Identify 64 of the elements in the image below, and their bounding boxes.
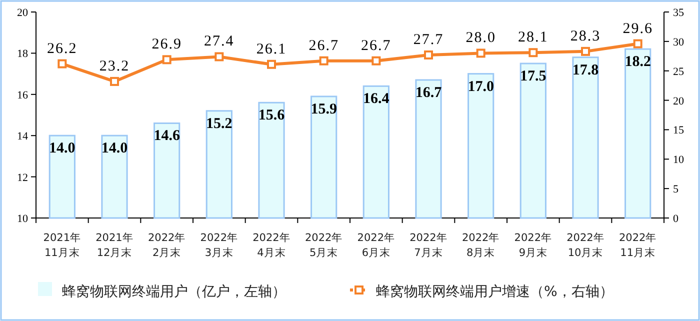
data-label: 27.7 <box>413 32 444 48</box>
data-label: 14.6 <box>154 128 180 144</box>
y-tick-label: 14 <box>17 130 28 143</box>
x-tick-label: 2021年 11月末 <box>43 232 82 259</box>
y-tick-label: 20 <box>17 7 28 19</box>
point <box>110 76 119 86</box>
data-label: 17.8 <box>572 62 599 78</box>
y2-tick-label: 5 <box>673 184 679 196</box>
y2-tick-label: 15 <box>673 124 684 137</box>
data-label: 27.4 <box>204 34 234 50</box>
point <box>476 48 486 58</box>
legend-label: 蜂窝物联网终端用户增速（%，右轴） <box>376 284 614 300</box>
x-tick-label: 2022年 8月末 <box>462 232 500 259</box>
x-tick-label: 2022年 3月末 <box>200 232 238 259</box>
data-label: 26.2 <box>47 40 78 57</box>
y-tick-label: 10 <box>17 213 28 225</box>
point <box>267 60 276 69</box>
point <box>581 46 590 56</box>
data-label: 15.2 <box>206 116 232 132</box>
y2-tick-label: 0 <box>673 213 679 225</box>
y-tick-label: 16 <box>17 89 28 102</box>
y-tick-label: 18 <box>17 48 28 60</box>
data-label: 23.2 <box>99 58 130 74</box>
y2-tick-label: 30 <box>673 36 684 48</box>
y2-tick-label: 25 <box>673 66 684 78</box>
data-label: 26.1 <box>256 41 287 58</box>
x-tick-label: 2022年 9月末 <box>514 232 552 259</box>
y2-tick-label: 20 <box>673 95 684 108</box>
legend-label: 蜂窝物联网终端用户（亿户，左轴） <box>62 284 286 300</box>
point <box>424 50 433 60</box>
x-tick-label: 2022年 5月末 <box>304 232 343 259</box>
data-label: 26.9 <box>152 36 182 53</box>
data-label: 28.3 <box>570 28 601 44</box>
data-label: 16.4 <box>363 91 390 108</box>
data-label: 14.0 <box>49 140 76 157</box>
y-tick-label: 12 <box>17 172 28 184</box>
data-label: 18.2 <box>624 54 651 70</box>
data-label: 14.0 <box>101 140 128 157</box>
data-label: 26.7 <box>308 38 339 54</box>
x-tick-label: 2021年 12月末 <box>96 232 134 259</box>
data-label: 16.7 <box>415 84 442 101</box>
point <box>528 48 538 58</box>
data-label: 29.6 <box>622 20 653 37</box>
data-label: 17.5 <box>520 68 546 84</box>
point <box>633 39 642 48</box>
point <box>319 56 328 66</box>
data-label: 28.0 <box>466 30 496 46</box>
x-tick-label: 2022年 11月末 <box>618 232 657 259</box>
data-label: 26.7 <box>361 38 392 54</box>
y2-tick-label: 10 <box>673 154 684 166</box>
point <box>214 52 224 62</box>
point <box>162 55 172 64</box>
x-tick-label: 2022年 2月末 <box>148 232 186 259</box>
y2-tick-label: 35 <box>673 7 684 19</box>
x-tick-label: 2022年 10月末 <box>566 232 604 259</box>
data-label: 15.6 <box>258 108 286 124</box>
x-tick-label: 2022年 7月末 <box>410 232 448 259</box>
point <box>372 56 381 66</box>
x-tick-label: 2022年 4月末 <box>252 232 290 259</box>
data-label: 15.9 <box>310 101 337 118</box>
x-tick-label: 2022年 6月末 <box>357 232 396 259</box>
data-label: 17.0 <box>468 78 494 95</box>
data-label: 28.1 <box>518 30 548 46</box>
point <box>58 59 67 68</box>
